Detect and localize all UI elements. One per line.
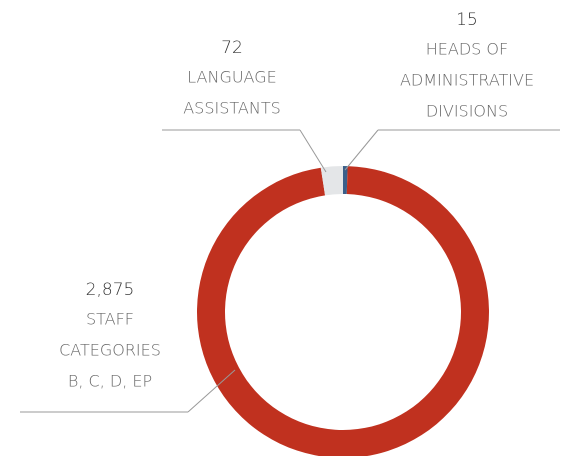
leader-line [187,369,236,413]
category-label: HEADS OF [426,40,508,59]
leader-line [299,129,327,173]
value-label: 72 [221,38,243,58]
category-label: ADMINISTRATIVE [400,71,534,90]
category-label: CATEGORIES [59,341,161,360]
category-label: B, C, D, EP [68,372,152,391]
donut-slice [320,166,343,196]
value-label: 2,875 [86,280,135,300]
category-label: DIVISIONS [426,102,508,121]
donut-slice [343,166,348,195]
category-label: STAFF [86,310,134,329]
donut-slice [197,166,489,456]
value-label: 15 [456,10,478,30]
category-label: LANGUAGE [187,68,276,87]
category-label: ASSISTANTS [183,99,281,118]
leader-line [344,129,379,171]
